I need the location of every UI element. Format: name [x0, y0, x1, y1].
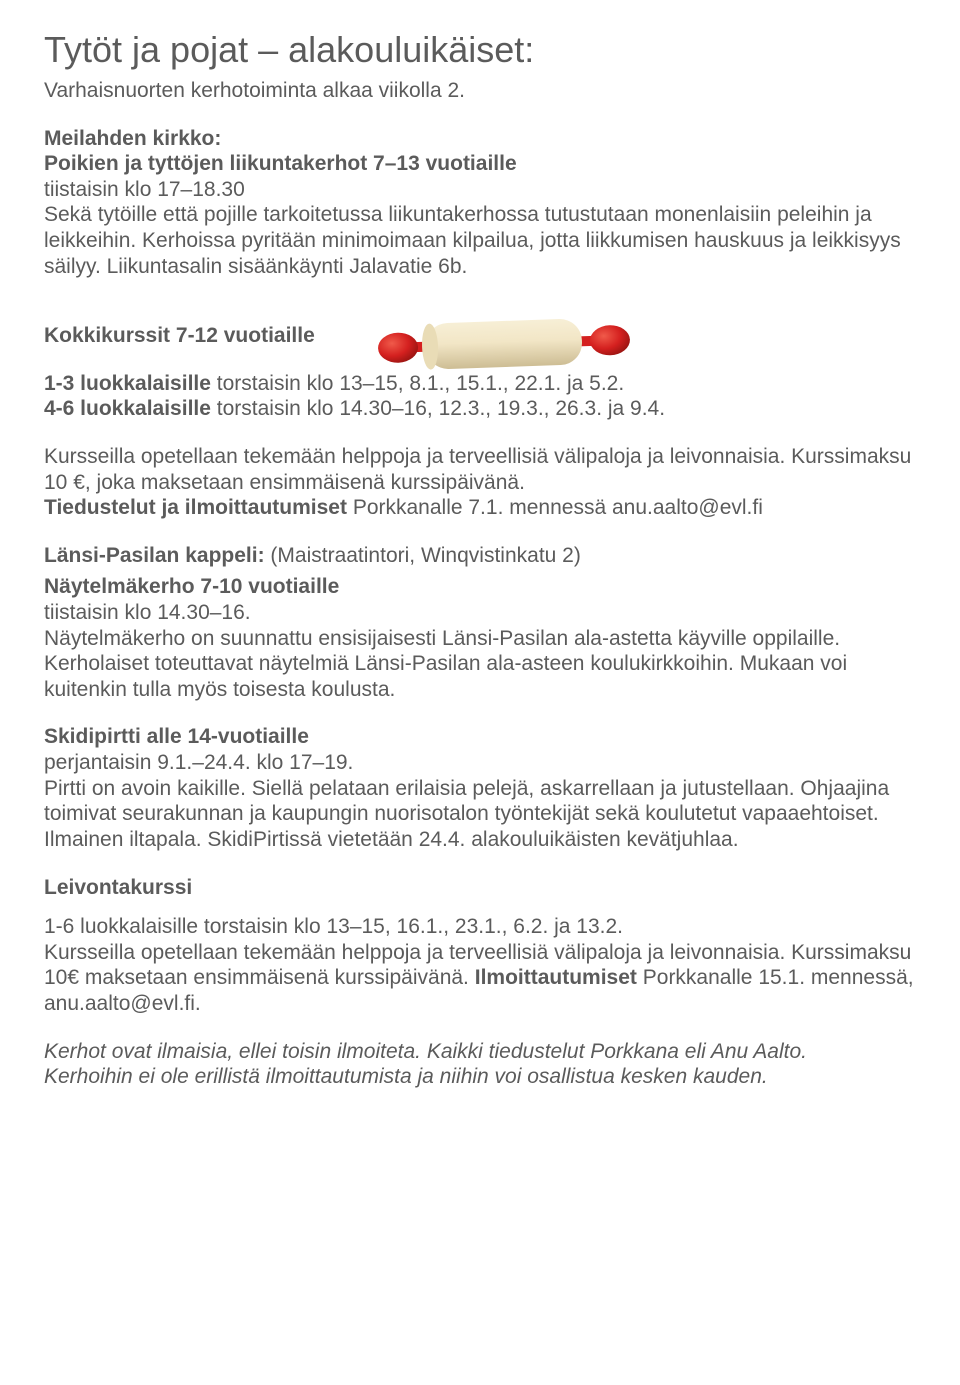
lansipasila-heading: Länsi-Pasilan kappeli: (Maistraatintori,… [44, 543, 916, 569]
meilahti-block: Meilahden kirkko: Poikien ja tyttöjen li… [44, 126, 916, 280]
rolling-pin-icon [374, 309, 634, 386]
leivonta-heading: Leivontakurssi [44, 875, 916, 901]
intro-text: Varhaisnuorten kerhotoiminta alkaa viiko… [44, 78, 916, 104]
lp-heading-bold: Länsi-Pasilan kappeli: [44, 544, 265, 567]
footer-notes: Kerhot ovat ilmaisia, ellei toisin ilmoi… [44, 1039, 916, 1090]
kokki-body1: Kursseilla opetellaan tekemään helppoja … [44, 445, 911, 494]
lp-time: tiistaisin klo 14.30–16. [44, 600, 916, 626]
skidi-time: perjantaisin 9.1.–24.4. klo 17–19. [44, 750, 916, 776]
lansipasila-block: Näytelmäkerho 7-10 vuotiaille tiistaisin… [44, 574, 916, 702]
leivonta-block: Leivontakurssi 1-6 luokkalaisille torsta… [44, 875, 916, 1017]
leivonta-body: Kursseilla opetellaan tekemään helppoja … [44, 940, 916, 1017]
meilahti-time: tiistaisin klo 17–18.30 [44, 177, 916, 203]
kokki-g2-bold: 4-6 luokkalaisille [44, 397, 211, 420]
skidi-heading: Skidipirtti alle 14-vuotiaille [44, 724, 916, 750]
lp-sub: Näytelmäkerho 7-10 vuotiaille [44, 574, 916, 600]
meilahti-line1: Poikien ja tyttöjen liikuntakerhot 7–13 … [44, 151, 916, 177]
leivonta-body-bold: Ilmoittautumiset [475, 966, 637, 989]
lp-heading-rest: (Maistraatintori, Winqvistinkatu 2) [265, 544, 581, 567]
kokki-group2: 4-6 luokkalaisille torstaisin klo 14.30–… [44, 396, 916, 422]
lp-body: Näytelmäkerho on suunnattu ensisijaisest… [44, 626, 916, 703]
kokki-g1-bold: 1-3 luokkalaisille [44, 372, 211, 395]
kokki-body: Kursseilla opetellaan tekemään helppoja … [44, 444, 916, 521]
skidipirtti-block: Skidipirtti alle 14-vuotiaille perjantai… [44, 724, 916, 852]
kokki-body2-bold: Tiedustelut ja ilmoittautumiset [44, 496, 347, 519]
skidi-body: Pirtti on avoin kaikille. Siellä pelataa… [44, 776, 916, 853]
leivonta-line1: 1-6 luokkalaisille torstaisin klo 13–15,… [44, 914, 916, 940]
footer-line2: Kerhoihin ei ole erillistä ilmoittautumi… [44, 1064, 916, 1090]
kokki-heading-row: Kokkikurssit 7-12 vuotiaille [44, 323, 916, 349]
meilahti-body: Sekä tytöille että pojille tarkoitetussa… [44, 202, 916, 279]
meilahti-heading: Meilahden kirkko: [44, 126, 916, 152]
footer-line1: Kerhot ovat ilmaisia, ellei toisin ilmoi… [44, 1039, 916, 1065]
kokki-g2-rest: torstaisin klo 14.30–16, 12.3., 19.3., 2… [211, 397, 665, 420]
document-page: Tytöt ja pojat – alakouluikäiset: Varhai… [0, 0, 960, 1385]
kokki-body2-rest: Porkkanalle 7.1. mennessä anu.aalto@evl.… [347, 496, 763, 519]
page-title: Tytöt ja pojat – alakouluikäiset: [44, 28, 916, 72]
